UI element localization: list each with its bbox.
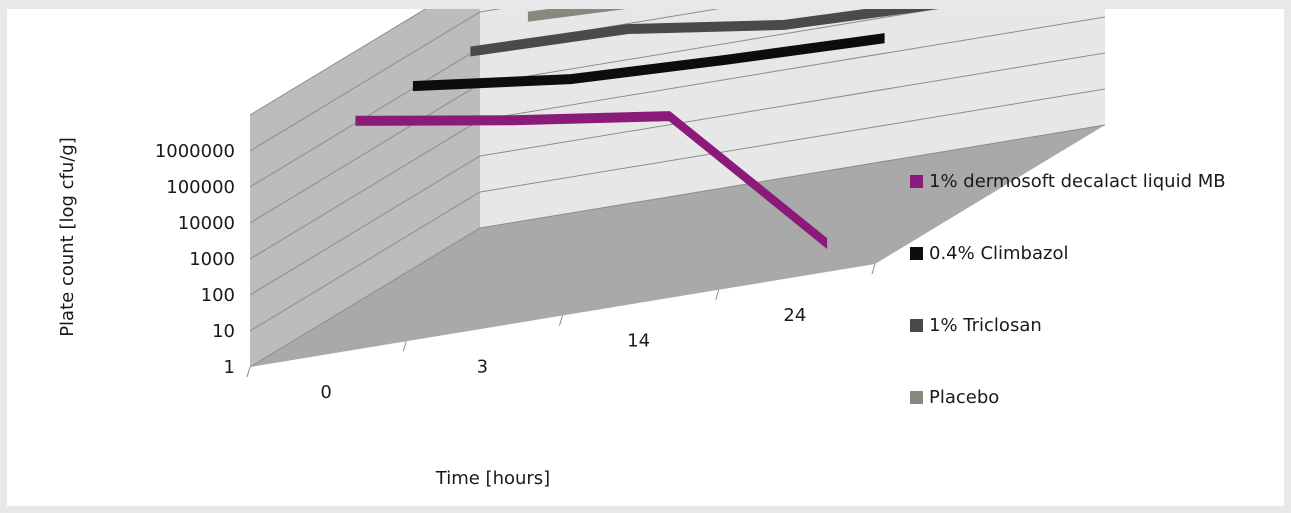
y-tick-label: 1000000 [155, 141, 235, 162]
chart-left-wall [250, 9, 480, 367]
y-tick-label: 1000 [189, 249, 235, 270]
chart-gridlines [249, 9, 1106, 368]
x-tick-label: 14 [627, 331, 650, 352]
series-line [470, 9, 939, 57]
series-line [412, 33, 885, 92]
x-tick-label: 3 [477, 356, 488, 377]
y-tick-label: 10 [212, 321, 235, 342]
x-tick-mark [559, 315, 563, 326]
legend-item-label: 0.4% Climbazol [929, 243, 1068, 264]
y-tick-labels: 1 10 100 1000 10000 100000 1000000 [155, 141, 235, 378]
y-tick-label: 100 [201, 285, 235, 306]
chart-series [355, 9, 939, 249]
y-axis-label: Plate count [log cfu/g] [57, 137, 78, 337]
legend-swatch [910, 247, 923, 260]
chart-walls [250, 9, 1105, 367]
legend-item-label: 1% Triclosan [929, 315, 1042, 336]
gridline [249, 52, 1106, 296]
chart-back-wall [480, 9, 1105, 228]
y-tick-label: 1 [224, 357, 235, 378]
series-line [527, 9, 627, 22]
y-tick-label: 10000 [178, 213, 235, 234]
x-tick-mark [246, 366, 251, 378]
gridline [249, 9, 427, 116]
x-axis-label: Time [hours] [435, 468, 550, 489]
chart-frame: 1 10 100 1000 10000 100000 1000000 0 3 14 24 Plat… [7, 9, 1284, 506]
series-line [355, 111, 828, 249]
legend-item-label: Placebo [929, 387, 999, 408]
chart-svg: 1 10 100 1000 10000 100000 1000000 0 3 14 24 Plat… [57, 9, 1226, 489]
legend-item-label: 1% dermosoft decalact liquid MB [929, 171, 1226, 192]
x-tick-mark [871, 263, 876, 275]
legend-swatch [910, 319, 923, 332]
gridline [249, 88, 1106, 332]
legend-swatch [910, 391, 923, 404]
gridline [249, 124, 1106, 368]
x-tick-mark [715, 289, 720, 300]
x-tick-label: 24 [783, 305, 806, 326]
gridline [249, 9, 502, 152]
x-tick-labels: 0 3 14 24 [246, 263, 876, 403]
legend-swatch [910, 175, 923, 188]
chart-legend: 1% dermosoft decalact liquid MB 0.4% Clim… [910, 171, 1226, 408]
x-tick-label: 0 [320, 382, 331, 403]
x-tick-mark [402, 341, 407, 352]
y-tick-label: 100000 [166, 177, 235, 198]
chart-floor [250, 125, 1105, 367]
